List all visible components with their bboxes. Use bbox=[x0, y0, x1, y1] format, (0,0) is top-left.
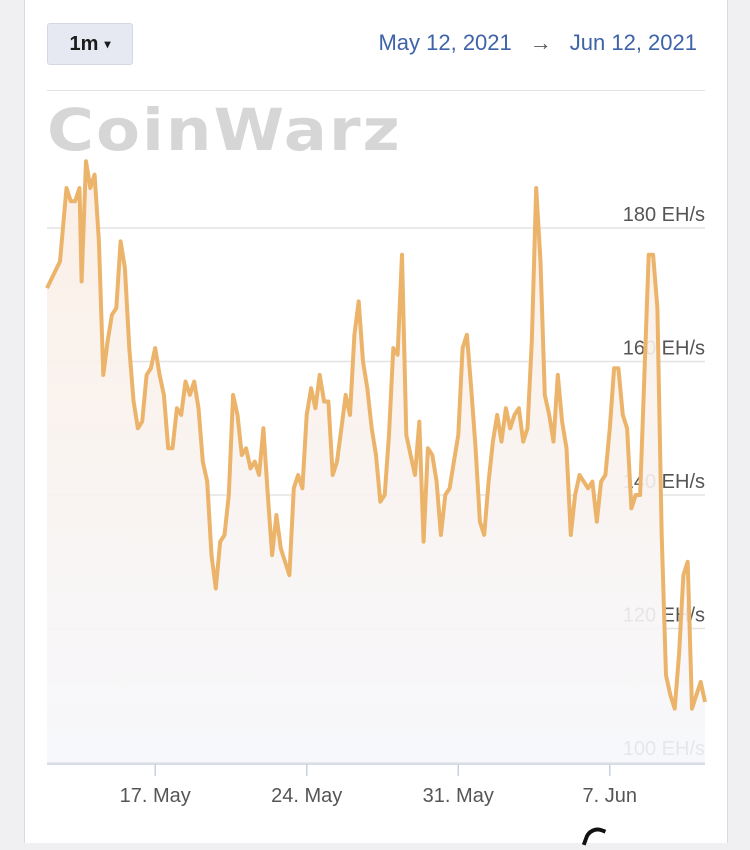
range-label: 1m bbox=[69, 32, 99, 55]
start-date-link[interactable]: May 12, 2021 bbox=[378, 30, 512, 55]
x-tick-label: 24. May bbox=[271, 785, 342, 807]
y-tick-label: 160 EH/s bbox=[623, 338, 705, 360]
date-range: May 12, 2021 → Jun 12, 2021 bbox=[378, 30, 697, 56]
arrow-right-icon: → bbox=[529, 30, 552, 55]
end-date-link[interactable]: Jun 12, 2021 bbox=[569, 30, 697, 55]
caret-down-icon: ▾ bbox=[104, 37, 111, 51]
x-tick-label: 31. May bbox=[423, 785, 494, 807]
range-select-button[interactable]: 1m ▾ bbox=[47, 23, 133, 65]
y-tick-label: 140 EH/s bbox=[623, 471, 705, 493]
x-tick-label: 17. May bbox=[120, 785, 191, 807]
y-tick-label: 180 EH/s bbox=[623, 204, 705, 226]
hashrate-series-line[interactable] bbox=[45, 159, 707, 711]
coinwarz-watermark-logo: CoinWarz bbox=[47, 98, 402, 165]
x-tick-label: 7. Jun bbox=[583, 785, 637, 807]
chart-top-divider bbox=[47, 90, 705, 91]
chart-card: 1m ▾ May 12, 2021 → Jun 12, 2021 CoinWar… bbox=[24, 0, 728, 850]
